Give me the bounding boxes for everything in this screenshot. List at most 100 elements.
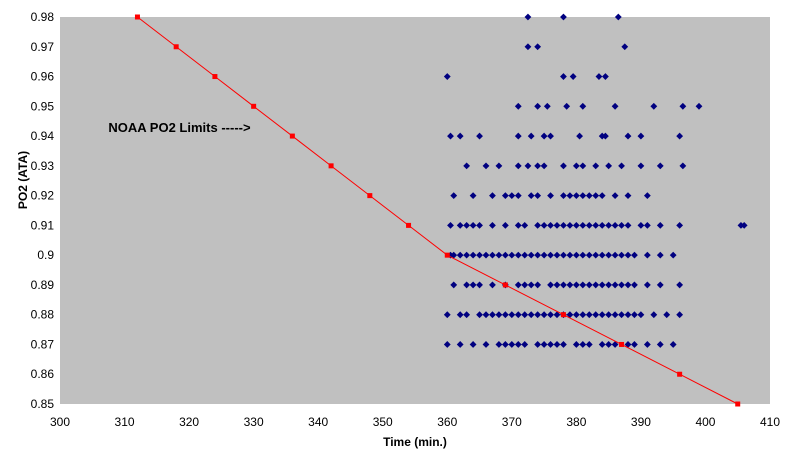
observation-point	[566, 251, 574, 259]
observation-point	[508, 192, 516, 200]
observation-point	[579, 311, 587, 319]
observation-point	[527, 311, 535, 319]
limits-point	[328, 163, 334, 169]
observation-point	[560, 162, 567, 170]
observation-point	[443, 73, 451, 80]
observation-point	[476, 251, 483, 259]
observation-point	[540, 341, 548, 348]
y-tick-label: 0.89	[31, 278, 55, 292]
observation-point	[521, 341, 529, 348]
observation-point	[547, 132, 554, 140]
limits-point	[444, 252, 450, 258]
observation-point	[547, 281, 554, 289]
observation-point	[534, 162, 542, 170]
observation-point	[572, 341, 580, 348]
observation-point	[579, 341, 587, 348]
x-tick-label: 320	[179, 415, 199, 429]
observation-point	[469, 221, 477, 229]
observation-point	[514, 102, 522, 110]
observation-point	[514, 341, 522, 348]
observation-point	[450, 281, 458, 289]
observation-point	[547, 221, 554, 229]
observation-point	[676, 132, 684, 140]
observation-point	[489, 281, 496, 289]
observation-point	[624, 341, 632, 348]
observation-point	[527, 251, 535, 259]
observation-point	[553, 311, 561, 319]
observation-point	[521, 311, 529, 319]
observation-point	[572, 162, 580, 170]
observation-point	[560, 13, 567, 21]
observation-point	[547, 192, 554, 200]
observation-point	[572, 281, 580, 289]
observation-point	[463, 281, 471, 289]
observation-point	[598, 251, 606, 259]
observation-point	[534, 341, 542, 348]
observation-point	[521, 221, 529, 229]
observation-point	[566, 281, 574, 289]
observation-point	[534, 251, 542, 259]
observation-point	[585, 192, 593, 200]
observation-point	[547, 311, 554, 319]
noaa-limits-annotation: NOAA PO2 Limits ----->	[108, 120, 251, 135]
observation-point	[569, 73, 577, 80]
observation-point	[624, 221, 632, 229]
observation-point	[527, 132, 535, 140]
observation-point	[650, 311, 658, 319]
observation-point	[605, 281, 613, 289]
observation-point	[489, 251, 496, 259]
observation-point	[501, 341, 509, 348]
x-tick-label: 360	[437, 415, 457, 429]
observation-point	[534, 221, 542, 229]
observation-point	[560, 73, 567, 80]
observation-point	[560, 341, 567, 348]
observation-point	[605, 341, 613, 348]
observation-point	[618, 221, 625, 229]
observation-point	[476, 221, 483, 229]
observation-point	[560, 221, 567, 229]
observation-point	[643, 251, 651, 259]
observation-point	[669, 251, 677, 259]
observation-point	[637, 132, 645, 140]
observation-point	[463, 251, 471, 259]
observation-point	[740, 221, 748, 229]
observation-point	[540, 132, 548, 140]
observation-point	[482, 162, 490, 170]
observation-point	[585, 251, 593, 259]
observation-point	[592, 281, 600, 289]
observation-point	[611, 281, 619, 289]
observation-point	[514, 281, 522, 289]
observation-point	[553, 251, 561, 259]
observation-point	[514, 251, 522, 259]
observation-point	[598, 221, 606, 229]
observation-point	[527, 192, 535, 200]
observation-point	[592, 192, 600, 200]
observation-point	[679, 162, 687, 170]
plot-area	[60, 17, 770, 404]
observation-point	[463, 311, 471, 319]
observation-point	[443, 311, 451, 319]
observation-point	[560, 192, 567, 200]
observation-point	[585, 221, 593, 229]
observation-point	[566, 192, 574, 200]
observation-point	[579, 221, 587, 229]
observation-point	[602, 73, 609, 80]
observation-point	[495, 162, 503, 170]
observation-point	[624, 132, 632, 140]
observation-point	[514, 132, 522, 140]
observation-point	[482, 311, 490, 319]
observation-point	[447, 221, 454, 229]
observation-point	[592, 311, 600, 319]
observation-point	[524, 162, 532, 170]
observation-point	[605, 162, 613, 170]
observation-point	[579, 102, 587, 110]
observation-point	[534, 311, 542, 319]
observation-point	[456, 251, 464, 259]
observation-point	[443, 341, 451, 348]
x-tick-label: 300	[50, 415, 70, 429]
observation-point	[611, 221, 619, 229]
observation-point	[534, 43, 542, 51]
limits-point	[619, 341, 625, 347]
observation-point	[482, 251, 490, 259]
